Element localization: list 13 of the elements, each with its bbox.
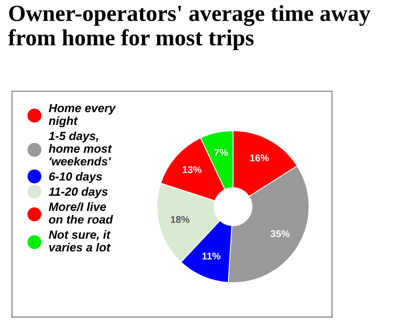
data-label: 35% [270,230,290,238]
legend-label: 6-10 days [49,172,102,184]
data-label: 18% [170,216,190,223]
legend-label: Home every night [48,104,116,128]
legend-label: 1-5 days, home most 'weekends' [48,131,112,166]
legend-label: Not sure, it varies a lot [48,230,111,252]
data-label: 11% [202,252,220,260]
data-label: 7% [214,149,228,156]
data-label: 16% [250,154,269,162]
legend-label: More/I live on the road [48,202,114,224]
legend-label: 11-20 days [48,187,108,198]
data-label: 13% [182,166,202,174]
chart-title: Owner-operators' average time away from home for most trips [8,4,370,50]
